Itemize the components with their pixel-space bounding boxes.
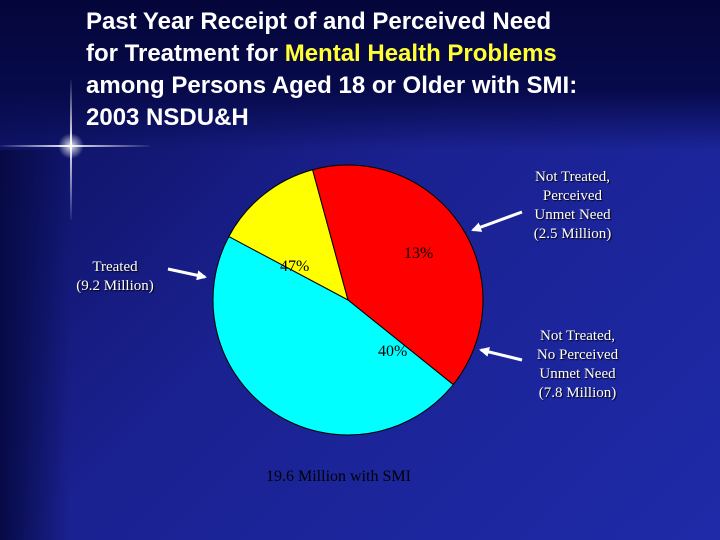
callout-line: Not Treated, (540, 328, 615, 344)
callout-line: (7.8 Million) (538, 385, 617, 401)
callout-line: Unmet Need (534, 207, 611, 223)
callout-line: Perceived (542, 188, 603, 204)
callout-line: (9.2 Million) (76, 278, 154, 294)
slice-value-label-no-perceived-unmet: 40% (378, 343, 408, 360)
title-line-3: among Persons Aged 18 or Older with SMI: (86, 72, 578, 99)
callout-no-perceived-unmet: Not Treated, No Perceived Unmet Need (7.… (500, 327, 655, 403)
callout-perceived-unmet: Not Treated, Perceived Unmet Need (2.5 M… (500, 168, 645, 244)
callout-line: Treated (92, 259, 138, 275)
slide-title: Past Year Receipt of and Perceived Need … (86, 6, 706, 134)
arrow-no-perceived-unmet (479, 347, 523, 362)
pie-slice-no-perceived-unmet (311, 164, 484, 386)
slice-value-label-perceived-unmet: 13% (404, 245, 434, 262)
slice-value-label-treated: 47% (280, 258, 310, 275)
left-shade-strip (0, 150, 70, 540)
callout-line: Unmet Need (539, 366, 616, 382)
callout-treated: Treated (9.2 Million) (40, 258, 190, 296)
title-line-2-prefix: for Treatment for (86, 40, 285, 67)
callout-line: (2.5 Million) (533, 226, 612, 242)
pie-slices (212, 164, 484, 436)
arrow-treated (167, 267, 207, 281)
title-band (0, 0, 720, 150)
chart-caption: 19.6 Million with SMI (266, 468, 411, 485)
light-flare-glow (58, 133, 84, 159)
title-line-1: Past Year Receipt of and Perceived Need (86, 8, 552, 35)
callout-line: Not Treated, (535, 169, 610, 185)
pie-slice-treated (212, 235, 454, 436)
title-line-2: for Treatment for Mental Health Problems (86, 38, 706, 70)
callout-line: No Perceived (536, 347, 619, 363)
title-highlight: Mental Health Problems (284, 40, 557, 67)
pie-slice-perceived-unmet (228, 169, 349, 301)
title-line-4: 2003 NSDU&H (86, 104, 249, 131)
arrow-perceived-unmet (471, 210, 523, 232)
